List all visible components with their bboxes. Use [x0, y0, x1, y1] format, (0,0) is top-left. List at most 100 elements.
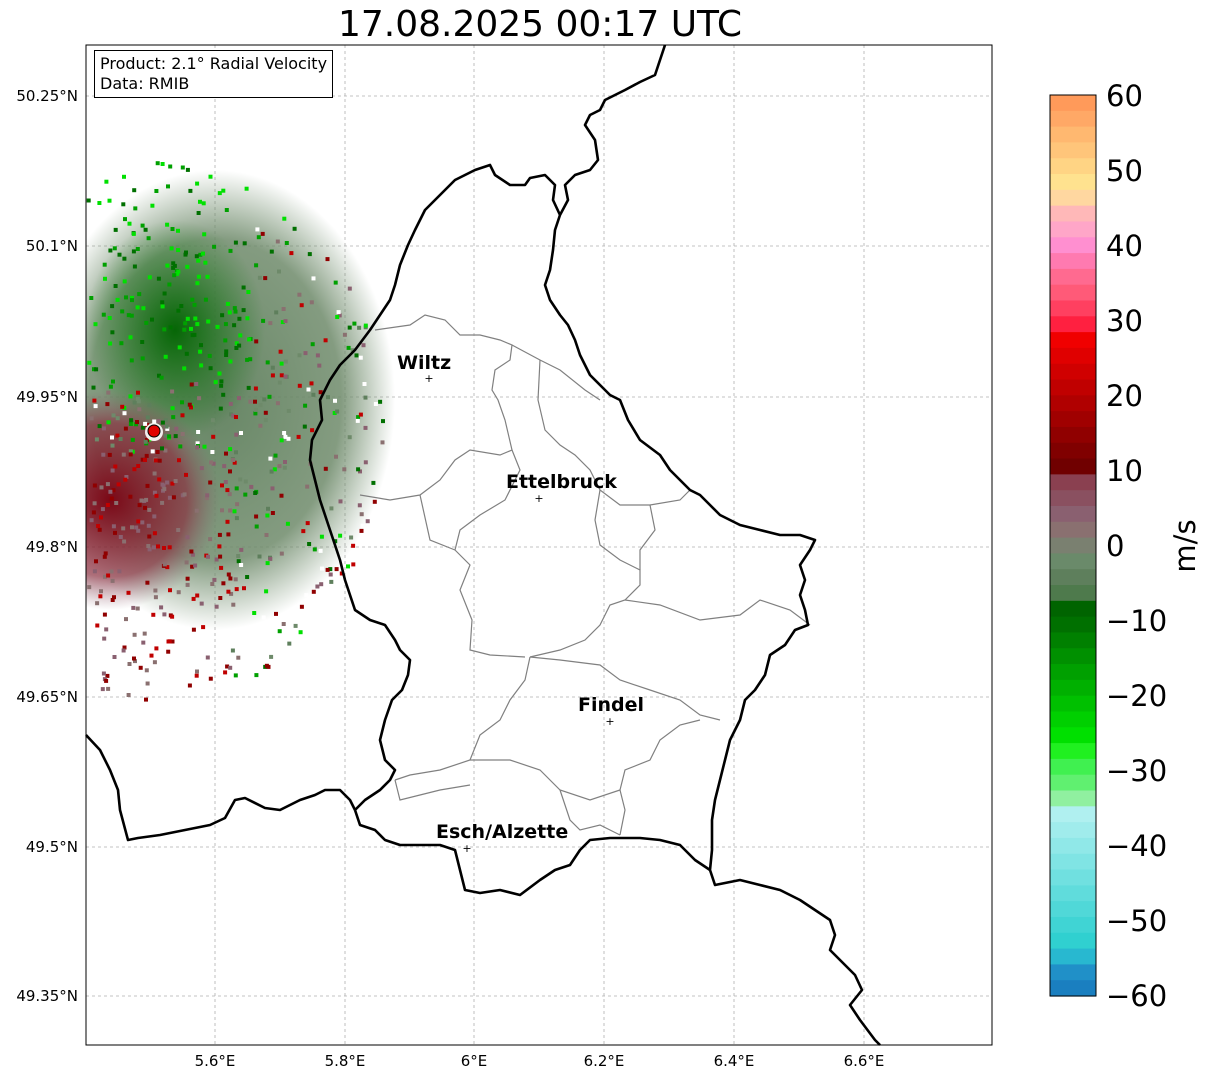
- echo-pixel: [218, 406, 223, 411]
- echo-pixel: [92, 398, 97, 403]
- echo-pixel: [223, 322, 228, 327]
- echo-pixel: [203, 260, 208, 265]
- echo-pixel: [236, 554, 241, 558]
- echo-pixel: [302, 424, 307, 429]
- echo-pixel: [277, 269, 281, 274]
- echo-pixel: [122, 539, 127, 544]
- echo-pixel: [192, 332, 197, 337]
- colorbar-tick-label: −40: [1106, 829, 1167, 863]
- echo-pixel: [144, 497, 149, 502]
- echo-pixel: [232, 460, 237, 465]
- colorbar-segment: [1050, 822, 1096, 839]
- echo-pixel: [152, 490, 157, 495]
- colorbar-segment: [1050, 648, 1096, 665]
- echo-pixel: [365, 519, 370, 524]
- echo-pixel: [335, 315, 340, 319]
- echo-pixel: [282, 465, 287, 470]
- echo-pixel: [134, 422, 139, 427]
- echo-pixel: [315, 584, 320, 589]
- echo-pixel: [258, 423, 263, 428]
- echo-pixel: [192, 302, 197, 307]
- echo-pixel: [311, 589, 316, 594]
- colorbar-tick-label: 60: [1106, 79, 1143, 113]
- echo-pixel: [184, 250, 188, 255]
- echo-pixel: [333, 398, 337, 403]
- echo-pixel: [363, 323, 368, 328]
- echo-pixel: [195, 669, 199, 674]
- product-label: Product: 2.1° Radial Velocity: [100, 54, 328, 73]
- echo-pixel: [110, 598, 115, 602]
- echo-pixel: [358, 355, 363, 360]
- city-ettelbruck: Ettelbruck +: [506, 471, 617, 505]
- city-label: Ettelbruck: [506, 471, 617, 493]
- echo-pixel: [109, 496, 114, 501]
- lon-tick-label: 5.6°E: [195, 1052, 236, 1070]
- echo-pixel: [363, 425, 368, 430]
- echo-pixel: [241, 308, 246, 313]
- echo-pixel: [231, 413, 236, 418]
- echo-pixel: [159, 605, 164, 610]
- echo-pixel: [359, 528, 364, 533]
- echo-pixel: [109, 569, 114, 574]
- echo-pixel: [233, 673, 238, 678]
- echo-pixel: [103, 551, 108, 556]
- echo-pixel: [118, 535, 123, 539]
- echo-pixel: [106, 573, 111, 578]
- echo-pixel: [132, 264, 137, 269]
- echo-pixel: [167, 545, 172, 550]
- echo-pixel: [329, 602, 334, 607]
- echo-pixel: [299, 303, 304, 308]
- echo-pixel: [89, 296, 94, 300]
- echo-pixel: [356, 415, 361, 420]
- echo-pixel: [89, 416, 94, 421]
- echo-pixel: [190, 552, 195, 557]
- echo-pixel: [173, 479, 178, 483]
- echo-pixel: [232, 306, 237, 311]
- echo-pixel: [208, 676, 213, 681]
- echo-pixel: [270, 511, 275, 515]
- echo-pixel: [174, 426, 179, 431]
- echo-pixel: [100, 507, 105, 512]
- echo-pixel: [310, 342, 315, 347]
- colorbar-segment: [1050, 806, 1096, 823]
- echo-pixel: [266, 506, 270, 511]
- echo-pixel: [140, 223, 145, 228]
- echo-pixel: [136, 519, 141, 524]
- echo-pixel: [275, 239, 280, 244]
- echo-pixel: [112, 595, 116, 600]
- echo-pixel: [253, 386, 258, 391]
- echo-pixel: [106, 390, 111, 395]
- echo-pixel: [183, 321, 188, 326]
- echo-pixel: [115, 297, 120, 302]
- echo-pixel: [233, 240, 238, 245]
- echo-pixel: [272, 467, 277, 472]
- echo-pixel: [223, 670, 228, 675]
- echo-pixel: [196, 430, 201, 434]
- echo-pixel: [115, 416, 120, 421]
- echo-pixel: [210, 418, 215, 423]
- echo-pixel: [299, 604, 304, 609]
- echo-pixel: [279, 438, 284, 443]
- echo-pixel: [268, 556, 273, 561]
- echo-pixel: [156, 419, 161, 424]
- echo-pixel: [278, 349, 283, 354]
- echo-pixel: [226, 572, 231, 577]
- echo-pixel: [101, 671, 106, 676]
- echo-pixel: [110, 443, 115, 448]
- colorbar-tick-label: 10: [1106, 454, 1143, 488]
- echo-pixel: [111, 488, 116, 493]
- colorbar-segment: [1050, 758, 1096, 776]
- echo-pixel: [106, 420, 111, 425]
- echo-pixel: [283, 319, 288, 324]
- echo-pixel: [138, 665, 143, 670]
- colorbar-segment: [1050, 664, 1096, 681]
- echo-pixel: [97, 527, 102, 532]
- lat-tick-label: 50.1°N: [26, 237, 78, 255]
- echo-pixel: [97, 424, 102, 429]
- echo-pixel: [306, 387, 311, 392]
- colorbar-segment: [1050, 553, 1096, 570]
- echo-pixel: [226, 532, 231, 537]
- echo-pixel: [127, 221, 132, 226]
- echo-pixel: [101, 312, 106, 317]
